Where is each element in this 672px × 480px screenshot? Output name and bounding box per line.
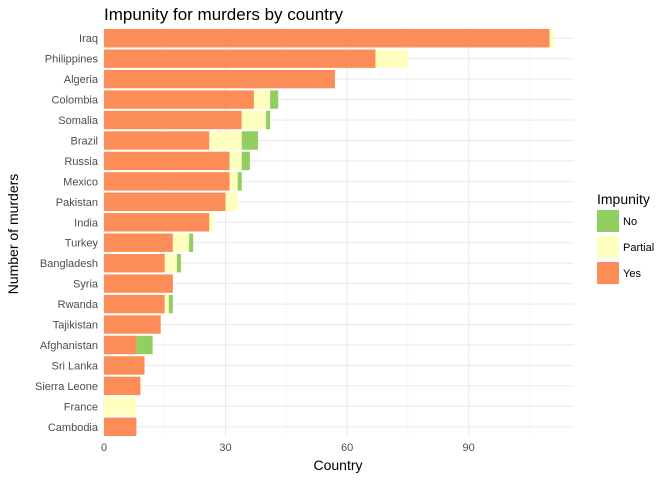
bar-partial-bangladesh <box>164 253 177 273</box>
legend-title: Impunity <box>597 191 650 207</box>
bar-yes-pakistan <box>104 192 226 212</box>
x-tick-label: 30 <box>219 442 231 454</box>
bar-yes-colombia <box>104 90 254 109</box>
grid-lines <box>103 28 574 437</box>
bar-yes-sierra-leone <box>104 376 141 396</box>
legend-swatch-no <box>597 210 619 232</box>
bar-yes-russia <box>104 151 230 171</box>
y-tick-label: Bangladesh <box>40 258 98 270</box>
bar-no-russia <box>241 151 250 171</box>
legend-swatch-partial <box>597 236 619 258</box>
bar-partial-france <box>104 397 137 416</box>
y-axis-title: Number of murders <box>5 174 21 295</box>
y-tick-label: Pakistan <box>56 197 98 209</box>
x-tick-label: 60 <box>341 442 353 454</box>
bar-yes-rwanda <box>104 294 165 314</box>
bar-yes-brazil <box>104 131 210 150</box>
y-tick-label: Sierra Leone <box>35 381 98 393</box>
bar-partial-philippines <box>375 49 408 68</box>
x-tick-labels: 0 30 60 90 <box>101 442 475 454</box>
bar-no-colombia <box>270 90 279 109</box>
bars <box>104 29 554 436</box>
bar-no-bangladesh <box>176 253 181 273</box>
y-tick-labels: Iraq Philippines Algeria Colombia Somalia Bra… <box>35 33 99 434</box>
y-tick-label: France <box>64 401 98 413</box>
y-tick-label: Afghanistan <box>40 340 98 352</box>
x-tick-label: 90 <box>463 442 475 454</box>
bar-no-mexico <box>237 172 242 191</box>
bar-yes-mexico <box>104 172 230 191</box>
y-tick-label: India <box>74 217 99 229</box>
y-tick-label: Rwanda <box>58 299 99 311</box>
bar-partial-india <box>209 213 214 232</box>
y-tick-label: Algeria <box>64 74 99 86</box>
y-tick-label: Mexico <box>63 176 98 188</box>
bar-partial-mexico <box>229 172 238 191</box>
bar-no-turkey <box>189 233 194 252</box>
bar-yes-cambodia <box>104 417 137 436</box>
y-tick-label: Syria <box>73 279 99 291</box>
bar-partial-colombia <box>253 90 271 109</box>
bar-yes-bangladesh <box>104 253 165 273</box>
y-tick-label: Philippines <box>45 54 99 66</box>
chart-title: Impunity for murders by country <box>104 5 344 24</box>
bar-partial-turkey <box>172 233 190 252</box>
bar-yes-tajikistan <box>104 315 161 334</box>
bar-partial-brazil <box>209 131 242 150</box>
bar-yes-syria <box>104 274 173 293</box>
legend-label-partial: Partial <box>623 242 654 254</box>
bar-partial-somalia <box>241 110 267 130</box>
y-tick-label: Iraq <box>79 33 98 45</box>
y-tick-label: Brazil <box>70 135 98 147</box>
bar-yes-sri-lanka <box>104 356 145 375</box>
bar-yes-turkey <box>104 233 173 252</box>
bar-yes-philippines <box>104 49 376 68</box>
bar-no-rwanda <box>168 294 173 314</box>
bar-yes-somalia <box>104 110 242 130</box>
bar-yes-algeria <box>104 69 335 89</box>
y-tick-label: Sri Lanka <box>52 360 99 372</box>
legend-swatch-yes <box>597 262 619 284</box>
bar-partial-russia <box>229 151 242 171</box>
bar-partial-rwanda <box>164 294 169 314</box>
bar-yes-afghanistan <box>104 335 137 355</box>
y-tick-label: Cambodia <box>48 422 99 434</box>
x-axis-title: Country <box>313 457 362 473</box>
bar-partial-pakistan <box>225 192 238 212</box>
bar-partial-iraq <box>549 29 554 48</box>
legend-label-yes: Yes <box>623 268 641 280</box>
bar-no-brazil <box>241 131 258 150</box>
x-tick-label: 0 <box>101 442 107 454</box>
y-tick-label: Russia <box>64 156 99 168</box>
bar-yes-iraq <box>104 29 550 48</box>
y-tick-label: Colombia <box>52 95 99 107</box>
legend: Impunity No Partial Yes <box>597 191 654 284</box>
bar-no-somalia <box>266 110 271 130</box>
y-tick-label: Somalia <box>58 115 99 127</box>
bar-no-afghanistan <box>136 335 153 355</box>
legend-label-no: No <box>623 216 637 228</box>
y-tick-label: Turkey <box>65 238 99 250</box>
y-tick-label: Tajikistan <box>53 320 98 332</box>
bar-yes-india <box>104 213 210 232</box>
